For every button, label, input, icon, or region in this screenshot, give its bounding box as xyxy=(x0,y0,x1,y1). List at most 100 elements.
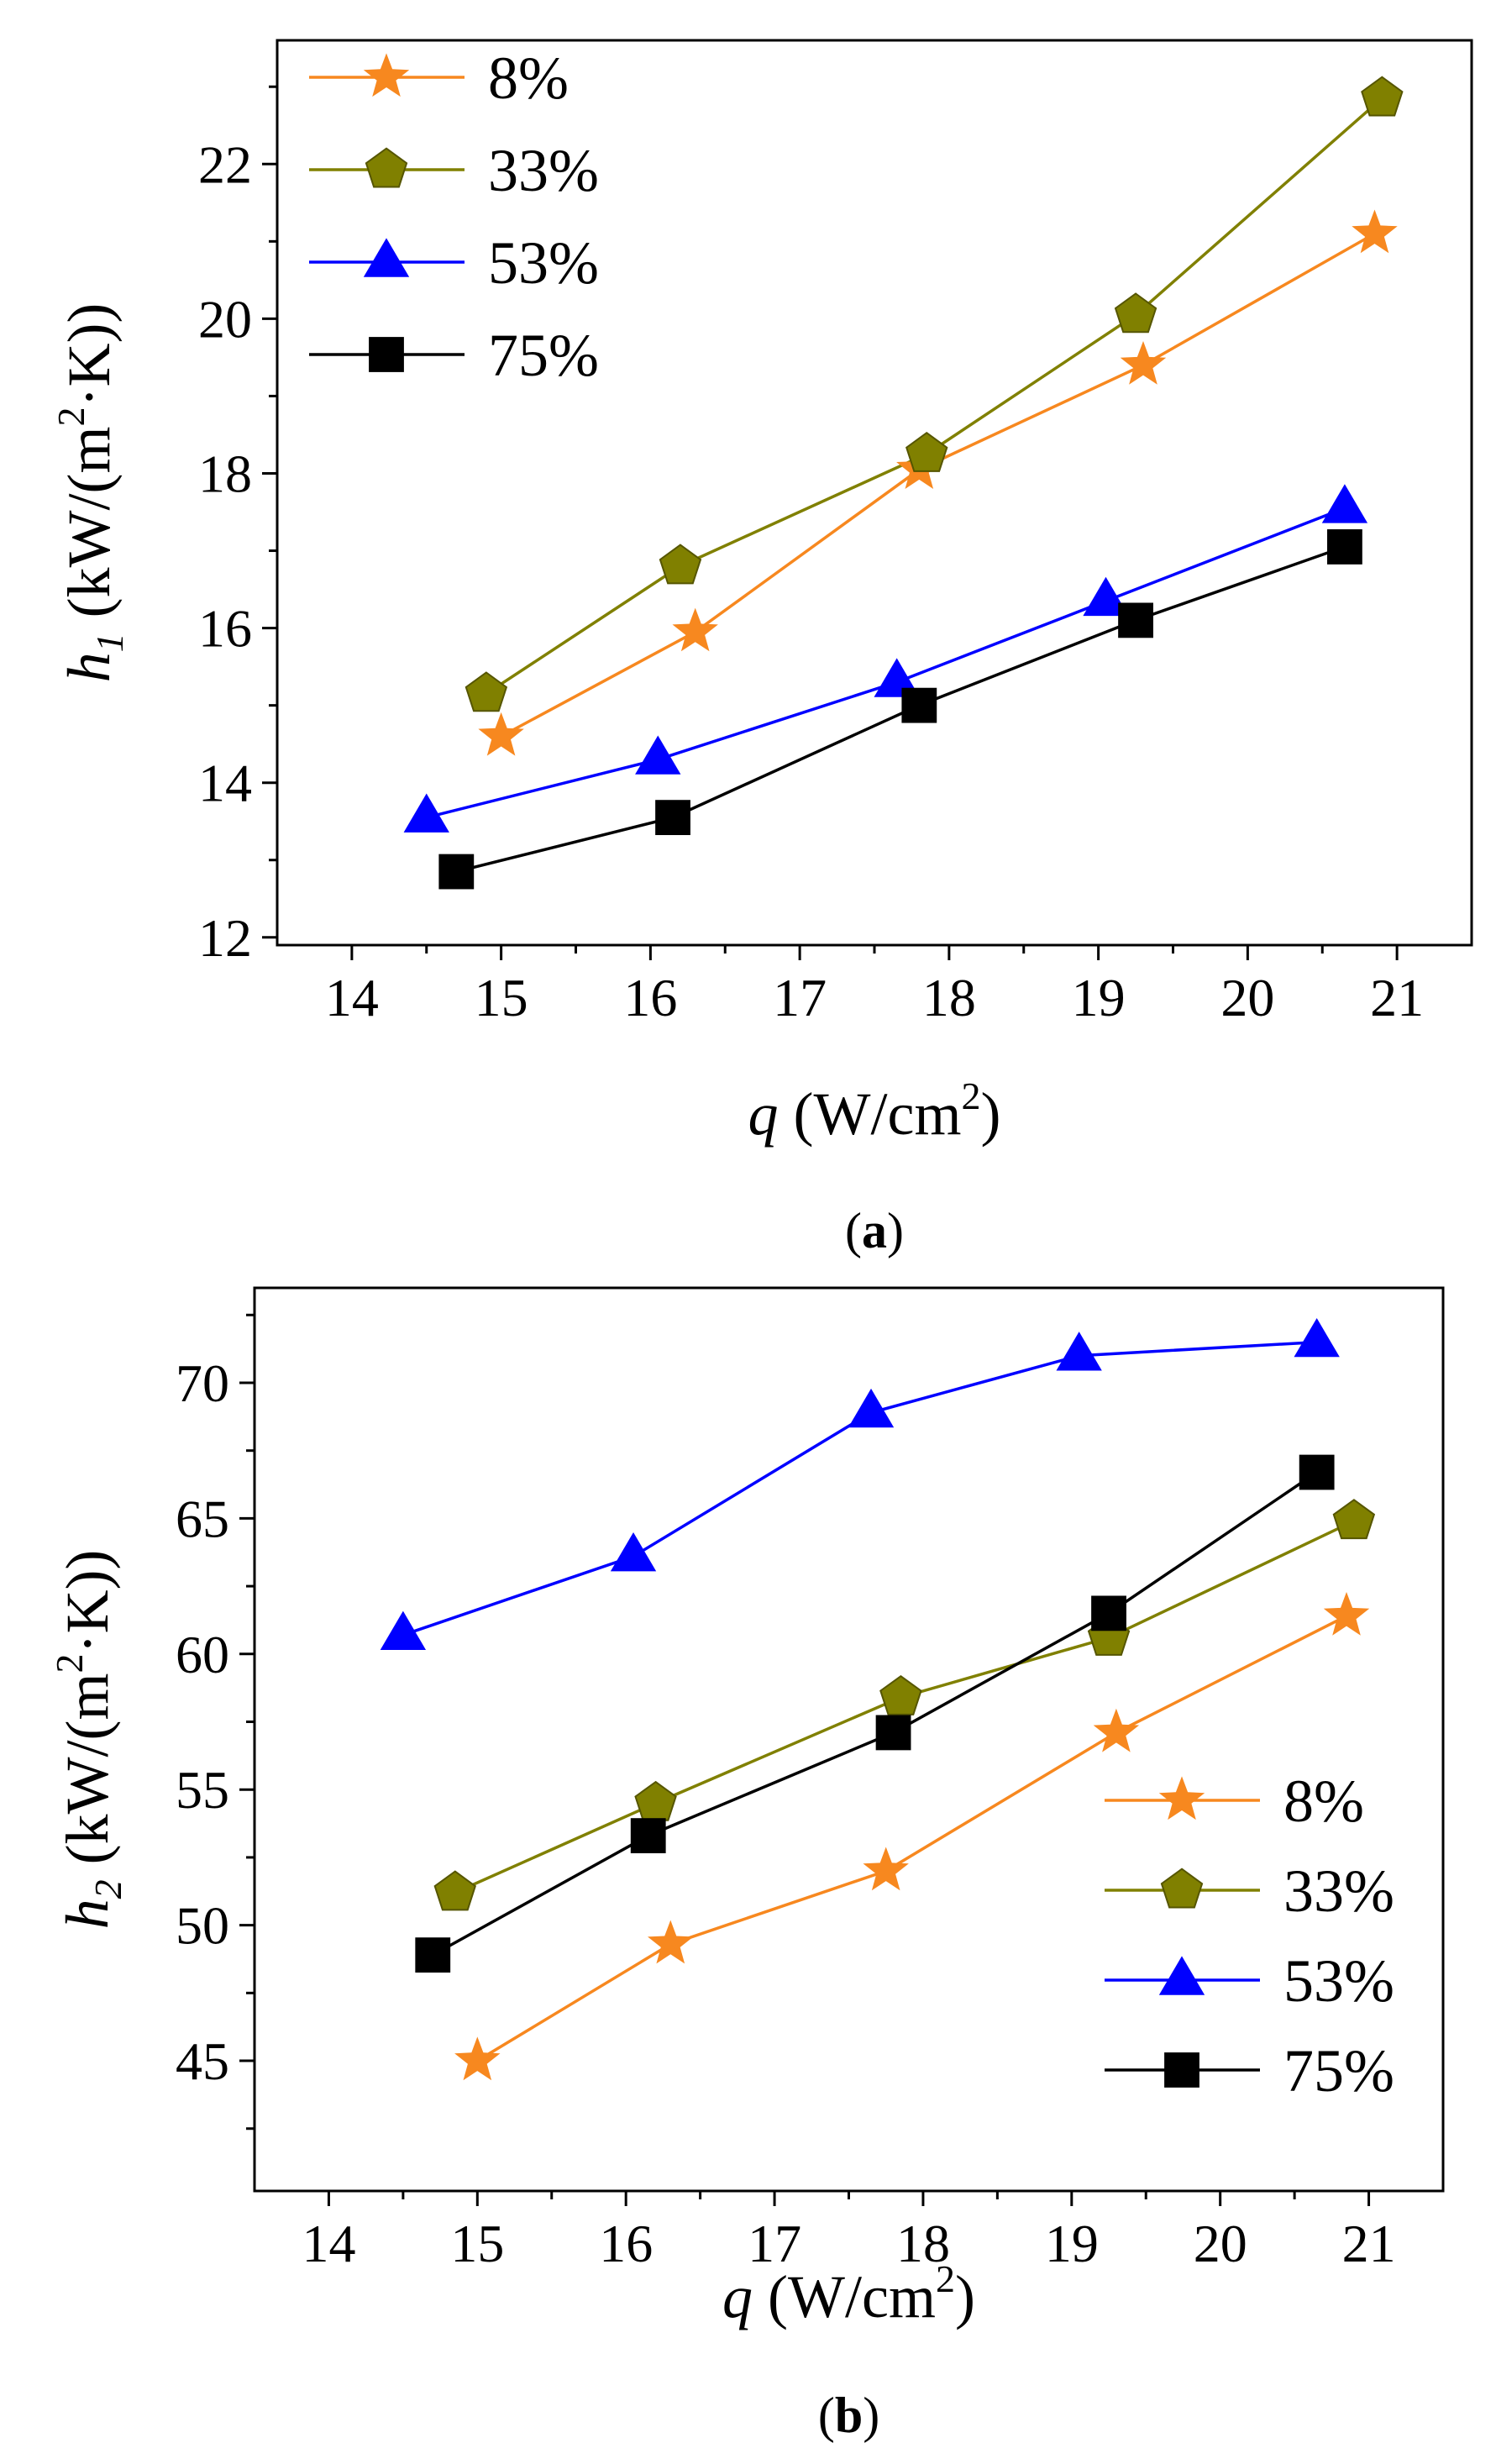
data-point-1-1 xyxy=(634,1780,677,1821)
y-axis-var: h xyxy=(54,1899,121,1929)
plot-frame xyxy=(253,1286,1445,2193)
x-axis-title: q (W/cm2) xyxy=(722,2257,975,2330)
series-line-2 xyxy=(426,507,1346,819)
legend-label-1: 33% xyxy=(488,137,599,204)
y-tick-label: 18 xyxy=(198,444,252,503)
x-tick-label: 21 xyxy=(1342,2214,1396,2273)
y-tick-label: 14 xyxy=(198,754,252,813)
panel-label-close: ) xyxy=(863,2388,879,2443)
x-tick-label: 16 xyxy=(599,2214,653,2273)
legend-label-2: 53% xyxy=(488,229,599,297)
data-point-0-1 xyxy=(648,1920,694,1964)
y-axis-sub: 2 xyxy=(87,1879,129,1899)
data-point-2-1 xyxy=(610,1531,657,1572)
series-line-0 xyxy=(476,1615,1347,2062)
legend-label-3: 75% xyxy=(1283,2037,1394,2104)
x-axis-end: ) xyxy=(980,1080,1000,1148)
x-tick-label: 20 xyxy=(1194,2214,1247,2273)
data-point-2-0 xyxy=(380,1610,427,1650)
y-tick-label: 60 xyxy=(176,1625,229,1684)
legend-label-0: 8% xyxy=(488,45,569,112)
legend-marker-2 xyxy=(1158,1956,1205,1995)
legend-marker-1 xyxy=(1160,1868,1204,1909)
x-tick-label: 16 xyxy=(623,968,677,1027)
data-point-0-0 xyxy=(454,2036,501,2081)
data-point-2-2 xyxy=(874,658,920,697)
x-tick-label: 20 xyxy=(1220,968,1274,1027)
data-point-0-0 xyxy=(478,712,524,756)
legend-label-2: 53% xyxy=(1283,1947,1394,2015)
data-point-3-3 xyxy=(1118,602,1153,638)
data-point-2-2 xyxy=(848,1388,895,1428)
data-point-0-4 xyxy=(1352,209,1398,254)
y-axis-end: ·K)) xyxy=(54,1550,121,1654)
y-axis-title: h1 (kW/(m2·K)) xyxy=(50,303,131,683)
data-point-1-0 xyxy=(465,671,508,712)
data-point-1-4 xyxy=(1361,76,1404,117)
x-axis-end: ) xyxy=(955,2263,975,2330)
panel-label-a: (a) xyxy=(845,1203,904,1258)
x-tick-label: 19 xyxy=(1045,2214,1099,2273)
y-tick-label: 65 xyxy=(176,1489,229,1548)
data-point-0-1 xyxy=(672,607,718,652)
x-tick-label: 18 xyxy=(922,968,976,1027)
x-axis-unit: (W/cm xyxy=(753,2263,936,2330)
y-axis-sup: 2 xyxy=(48,1654,91,1673)
legend-label-0: 8% xyxy=(1283,1768,1364,1835)
legend-marker-2 xyxy=(363,238,410,277)
data-point-2-4 xyxy=(1294,1317,1340,1358)
legend-marker-0 xyxy=(363,53,410,97)
data-point-3-0 xyxy=(438,854,475,890)
data-point-3-3 xyxy=(1091,1595,1126,1631)
series-line-0 xyxy=(500,232,1376,738)
data-point-2-3 xyxy=(1083,576,1129,617)
y-axis-unit: (kW/(m xyxy=(54,1673,121,1880)
y-axis-title: h2 (kW/(m2·K)) xyxy=(48,1550,129,1930)
data-point-0-3 xyxy=(1093,1708,1140,1752)
x-axis-unit: (W/cm xyxy=(779,1080,962,1148)
data-point-2-1 xyxy=(635,735,681,775)
data-point-1-4 xyxy=(1332,1499,1376,1540)
y-tick-label: 22 xyxy=(198,134,252,194)
y-axis-var: h xyxy=(55,652,123,682)
y-axis-unit: (kW/(m xyxy=(55,427,123,633)
data-point-3-2 xyxy=(875,1715,911,1751)
series-line-1 xyxy=(485,97,1383,696)
data-point-1-2 xyxy=(905,431,948,472)
x-axis-var: q xyxy=(748,1080,779,1148)
legend-label-3: 75% xyxy=(488,322,599,389)
x-tick-label: 15 xyxy=(475,968,528,1027)
data-point-1-2 xyxy=(879,1674,922,1715)
data-point-2-4 xyxy=(1321,484,1368,523)
x-tick-label: 14 xyxy=(302,2214,355,2273)
data-point-0-3 xyxy=(1120,341,1167,385)
x-tick-label: 17 xyxy=(748,2214,801,2273)
data-point-3-4 xyxy=(1299,1454,1335,1490)
data-point-0-2 xyxy=(863,1847,909,1891)
legend-marker-1 xyxy=(365,147,408,188)
data-point-1-1 xyxy=(659,544,702,585)
x-axis-title: q (W/cm2) xyxy=(748,1074,1001,1148)
y-tick-label: 12 xyxy=(198,908,252,968)
x-tick-label: 21 xyxy=(1370,968,1424,1027)
x-tick-label: 15 xyxy=(450,2214,504,2273)
y-tick-label: 70 xyxy=(176,1353,229,1413)
y-tick-label: 16 xyxy=(198,599,252,659)
data-point-1-3 xyxy=(1114,292,1157,334)
data-point-1-0 xyxy=(433,1870,476,1911)
panel-label-letter: a xyxy=(862,1203,887,1258)
legend-marker-0 xyxy=(1158,1776,1205,1820)
data-point-3-1 xyxy=(655,800,690,836)
data-point-3-0 xyxy=(415,1937,451,1973)
panel-label-open: ( xyxy=(818,2388,835,2443)
x-tick-label: 18 xyxy=(896,2214,950,2273)
y-axis-sup: 2 xyxy=(50,407,92,427)
series-line-2 xyxy=(402,1340,1317,1637)
data-point-3-1 xyxy=(630,1818,666,1854)
x-axis-sup: 2 xyxy=(936,2257,955,2300)
panel-label-letter: b xyxy=(835,2388,863,2443)
y-tick-label: 45 xyxy=(176,2031,229,2091)
legend-marker-3 xyxy=(1164,2052,1199,2088)
y-tick-label: 55 xyxy=(176,1760,229,1820)
